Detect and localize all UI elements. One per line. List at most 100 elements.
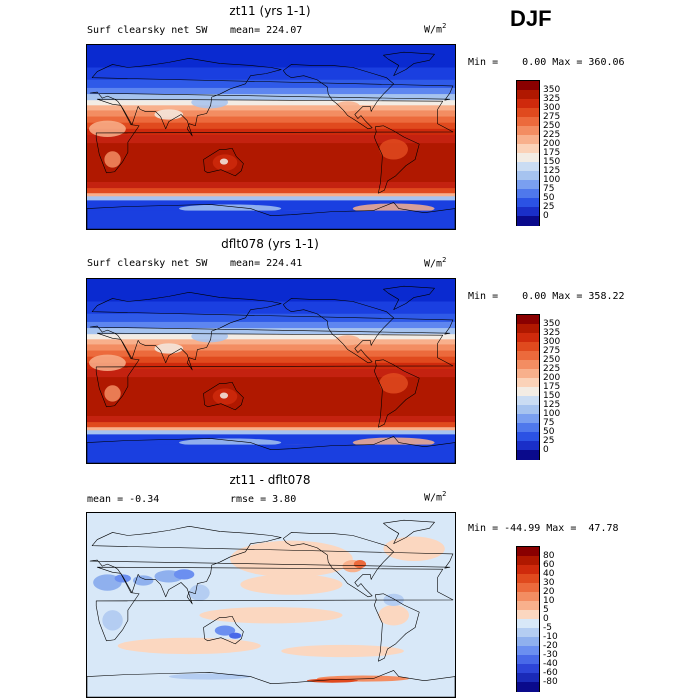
colorbar-tick-label: 5 [543,604,549,615]
colorbar-tick-label: 175 [543,147,561,158]
field-band [87,430,455,435]
colorbar-tick-label: 225 [543,129,561,140]
field-band [87,188,455,194]
colorbar-tick-label: 300 [543,336,561,347]
panel3-colorbar: 80 60 40 30 20 10 5 0 -5 -10 -20 -30 -40 -60 -80 [516,546,558,692]
panel2-mean-label: mean= 224.41 [230,258,303,269]
colorbar-swatch [517,673,539,683]
field-band [87,67,455,81]
colorbar-tick-label: 200 [543,372,561,383]
field-band [87,334,455,340]
panel3-units: W/m2 [424,490,447,504]
field-band [87,181,455,189]
colorbar-swatch [517,360,539,370]
colorbar-tick-label: 25 [543,201,555,212]
field-blob [89,354,126,371]
field-blob [353,560,367,569]
coastline [89,291,454,371]
field-band [87,196,455,201]
colorbar-swatch [517,216,539,226]
colorbar-swatch [517,81,539,91]
panel2-variable-label: Surf clearsky net SW [87,258,208,269]
field-band [87,100,455,106]
field-band [87,45,455,68]
field-band [87,105,455,111]
colorbar-tick-label: 25 [543,435,555,446]
colorbar-tick-label: 225 [543,363,561,374]
colorbar-tick-label: 250 [543,120,561,131]
colorbar-tick-label: 50 [543,426,555,437]
field-blob [168,673,251,680]
colorbar-swatch [517,90,539,100]
colorbar-swatch [517,324,539,334]
field-band [87,210,455,229]
colorbar-tick-label: 350 [543,84,561,95]
coastline [282,532,394,598]
field-blob [214,625,236,636]
colorbar-swatch [517,432,539,442]
colorbar-tick-label: -30 [543,649,558,660]
field-blob [230,540,353,578]
colorbar-tick-label: 350 [543,318,561,329]
colorbar-tick-label: 60 [543,559,555,570]
colorbar-swatch [517,171,539,181]
field-blob [89,120,126,137]
field-band [87,116,455,124]
field-blob [117,637,261,655]
colorbar-tick-label: -5 [543,622,552,633]
field-band [87,134,455,144]
coastline [203,381,244,411]
panel2-title: dflt078 (yrs 1-1) [221,237,319,251]
field-band [87,279,455,302]
field-band [87,328,455,335]
colorbar-tick-label: 275 [543,345,561,356]
colorbar-swatch [517,351,539,361]
field-band [87,193,455,197]
colorbar-tick-label: -80 [543,676,558,687]
colorbar-swatch [517,556,539,566]
panel2-units: W/m2 [424,256,447,270]
colorbar-swatch [517,333,539,343]
panel3-map-field [87,513,455,697]
colorbar-tick-label: 30 [543,577,555,588]
colorbar-swatch [517,315,539,325]
field-blob [379,373,408,394]
colorbar-swatch [517,423,539,433]
colorbar-swatch [517,180,539,190]
colorbar-swatch [517,574,539,584]
field-blob [335,101,360,112]
colorbar-swatch [517,655,539,665]
colorbar-swatch [517,637,539,647]
coastline [383,51,435,76]
colorbar-tick-label: 20 [543,586,555,597]
colorbar-swatch [517,601,539,611]
field-blob [104,385,121,402]
colorbar-swatch [517,378,539,388]
field-band [87,344,455,352]
field-band [87,339,455,345]
field-band [87,122,455,130]
colorbar-tick-label: 0 [543,444,549,455]
colorbar-swatch [517,405,539,415]
field-blob [173,569,195,580]
colorbar-swatch [517,682,539,692]
field-blob [229,632,242,639]
field-band [87,110,455,118]
panel3-minmax: Min = -44.99 Max = 47.78 [468,523,619,534]
colorbar-tick-label: 125 [543,399,561,410]
season-label: DJF [510,6,552,31]
panel1-map [86,44,456,230]
colorbar-tick-label: -60 [543,667,558,678]
panel2-map-field [87,279,455,463]
coastline [373,359,420,428]
colorbar-tick-label: 325 [543,93,561,104]
field-band [87,94,455,101]
colorbar-tick-label: 75 [543,183,555,194]
field-blob [219,158,229,165]
colorbar-swatch [517,664,539,674]
field-band [87,422,455,428]
colorbar-swatch [517,144,539,154]
colorbar-tick-label: -40 [543,658,558,669]
field-blob [199,607,343,624]
colorbar-tick-label: -20 [543,640,558,651]
